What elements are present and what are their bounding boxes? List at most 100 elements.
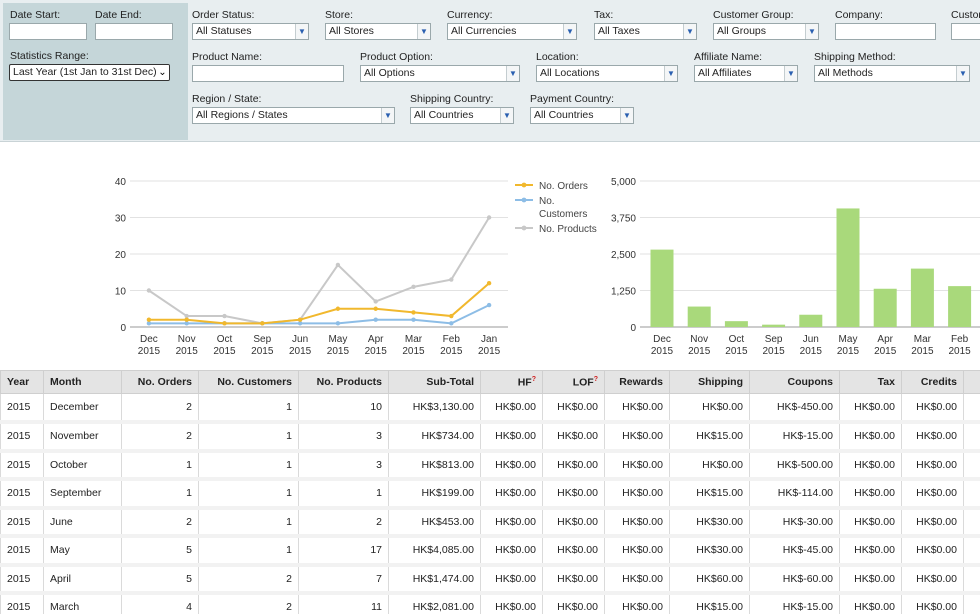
data-point (222, 313, 227, 319)
cell-lof: HK$0.00 (542, 422, 605, 453)
cell-tax: HK$0.00 (839, 507, 902, 538)
series-line (148, 216, 490, 325)
currency-select[interactable]: All Currencies ▼ (447, 23, 577, 40)
shipping-method-select[interactable]: All Methods ▼ (814, 65, 970, 82)
column-header-coupons[interactable]: Coupons (749, 370, 840, 394)
date-end-input[interactable] (95, 23, 173, 40)
affiliate-name-select[interactable]: All Affiliates ▼ (694, 65, 798, 82)
cell-customers: 1 (198, 536, 299, 567)
location-select[interactable]: All Locations ▼ (536, 65, 678, 82)
customer-group-select[interactable]: All Groups ▼ (713, 23, 819, 40)
cell-subtotal: HK$453.00 (388, 507, 481, 538)
cell-customers: 1 (198, 393, 299, 424)
cell-credits: HK$0.00 (901, 450, 964, 481)
column-header-lof[interactable]: LOF? (542, 370, 605, 394)
table-row: 2015 March 4 2 11 HK$2,081.00 HK$0.00 HK$0.00 HK… (0, 593, 980, 614)
company-input[interactable] (835, 23, 936, 40)
x-tick-label: May (328, 334, 347, 345)
x-tick-label: Sep (253, 334, 271, 345)
dropdown-arrow-icon: ▼ (805, 24, 818, 39)
cell-credits: HK$0.00 (901, 536, 964, 567)
column-header-year[interactable]: Year (0, 370, 44, 394)
cell-products: 10 (298, 393, 389, 424)
cell-tax: HK$0.00 (839, 450, 902, 481)
customer-input[interactable] (951, 23, 980, 40)
order-status-select[interactable]: All Statuses ▼ (192, 23, 309, 40)
data-point (411, 317, 416, 322)
payment-country-select[interactable]: All Countries ▼ (530, 107, 634, 124)
column-header-label: Sub-Total (426, 376, 474, 388)
cell-coupons: HK$-15.00 (749, 422, 840, 453)
y-tick-label: 3,750 (611, 214, 636, 225)
data-point (184, 317, 189, 322)
region-label: Region / State: (192, 93, 262, 105)
series-line (148, 304, 490, 325)
statistics-range-select[interactable]: Last Year (1st Jan to 31st Dec) ⌄ (9, 64, 170, 81)
column-header-rewards[interactable]: Rewards (604, 370, 670, 394)
store-select[interactable]: All Stores ▼ (325, 23, 431, 40)
table-row: 2015 April 5 2 7 HK$1,474.00 HK$0.00 HK$0.00 HK$… (0, 564, 980, 595)
customer-label: Custom (951, 9, 980, 21)
x-tick-label: Jan (481, 334, 497, 345)
x-tick-label: 2015 (327, 346, 350, 357)
shipping-method-value: All Methods (818, 67, 873, 79)
data-point (411, 310, 416, 315)
x-tick-label: 2015 (478, 346, 501, 357)
cell-subtotal: HK$199.00 (388, 479, 481, 510)
bar (687, 306, 711, 327)
table-row: 2015 June 2 1 2 HK$453.00 HK$0.00 HK$0.00 HK$0.0… (0, 507, 980, 538)
column-header-products[interactable]: No. Products (298, 370, 389, 394)
data-point (486, 302, 492, 308)
filter-panel: Date Start: Date End: Statistics Range: … (0, 0, 980, 142)
cell-subtotal: HK$734.00 (388, 422, 481, 453)
tax-label: Tax: (594, 9, 614, 21)
column-header-shipping[interactable]: Shipping (669, 370, 750, 394)
x-tick-label: Oct (729, 334, 745, 345)
region-select[interactable]: All Regions / States ▼ (192, 107, 395, 124)
store-value: All Stores (329, 25, 374, 37)
table-row: 2015 December 2 1 10 HK$3,130.00 HK$0.00 HK$0.0… (0, 393, 980, 424)
location-value: All Locations (540, 67, 600, 79)
cell-rewards: HK$0.00 (604, 479, 670, 510)
column-header-hf[interactable]: HF? (480, 370, 543, 394)
cell-orders: 2 (121, 507, 199, 538)
column-header-tax[interactable]: Tax (839, 370, 902, 394)
cell-products: 17 (298, 536, 389, 567)
column-header-subtotal[interactable]: Sub-Total (388, 370, 481, 394)
column-header-month[interactable]: Month (43, 370, 122, 394)
date-start-input[interactable] (9, 23, 87, 40)
tax-select[interactable]: All Taxes ▼ (594, 23, 697, 40)
cell-rewards: HK$0.00 (604, 593, 670, 614)
product-name-input[interactable] (192, 65, 344, 82)
cell-tax: HK$0.00 (839, 422, 902, 453)
cell-coupons: HK$-114.00 (749, 479, 840, 510)
cell-shipping: HK$15.00 (669, 479, 750, 510)
cell-shipping: HK$30.00 (669, 507, 750, 538)
product-option-select[interactable]: All Options ▼ (360, 65, 520, 82)
data-point (335, 321, 341, 326)
cell-customers: 1 (198, 479, 299, 510)
cell-orders: 2 (121, 393, 199, 424)
cell-coupons: HK$-15.00 (749, 593, 840, 614)
dropdown-arrow-icon: ▼ (956, 66, 969, 81)
cell-customers: 1 (198, 450, 299, 481)
cell-lof: HK$0.00 (542, 507, 605, 538)
y-tick-label: 30 (115, 214, 127, 225)
column-header-orders[interactable]: No. Orders (121, 370, 199, 394)
cell-month: December (43, 393, 122, 424)
legend-swatch-dot (521, 197, 527, 203)
cell-customers: 2 (198, 564, 299, 595)
data-point (222, 321, 227, 326)
dropdown-arrow-icon: ▼ (381, 108, 394, 123)
column-header-customers[interactable]: No. Customers (198, 370, 299, 394)
shipping-country-select[interactable]: All Countries ▼ (410, 107, 514, 124)
cell-coupons: HK$-500.00 (749, 450, 840, 481)
column-header-credits[interactable]: Credits (901, 370, 964, 394)
column-header-extra[interactable]: V (963, 370, 980, 394)
x-tick-label: Sep (765, 334, 783, 345)
cell-extra (963, 393, 980, 424)
cell-rewards: HK$0.00 (604, 564, 670, 595)
cell-orders: 5 (121, 564, 199, 595)
table-body: 2015 December 2 1 10 HK$3,130.00 HK$0.00 HK$0.0… (0, 393, 980, 614)
cell-credits: HK$0.00 (901, 564, 964, 595)
